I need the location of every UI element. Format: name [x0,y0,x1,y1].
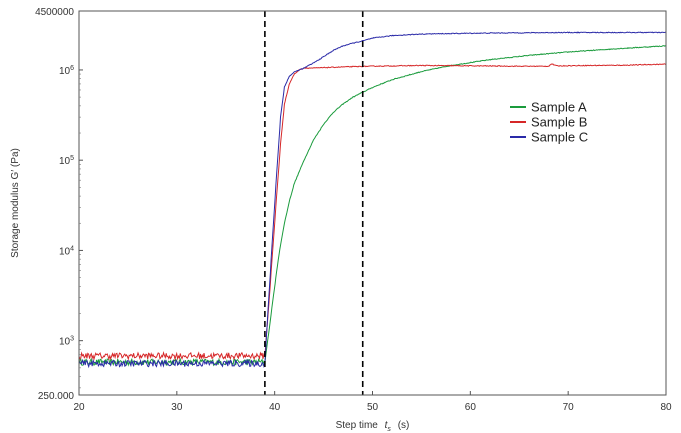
series-line [78,31,666,369]
x-tick-label: 50 [367,402,379,413]
legend-label: Sample C [531,130,588,145]
x-axis-label: Step time ts (s) [336,420,410,433]
y-tick-label: 104 [59,245,74,257]
x-tick-label: 70 [563,402,575,413]
legend-label: Sample A [531,100,587,115]
x-tick-label: 60 [465,402,477,413]
x-axis-ticks: 20 30 40 50 60 70 80 [73,391,672,413]
plot-frame [78,10,667,396]
y-tick-label: 4500000 [35,7,74,18]
reference-lines [264,11,364,395]
y-tick-label: 105 [59,155,74,167]
legend-label: Sample B [531,115,587,130]
series-line [78,63,666,361]
y-axis-ticks: 250.000 103 104 105 106 4500000 [35,7,83,402]
x-tick-label: 40 [269,402,281,413]
series-line [78,45,666,367]
y-tick-label: 103 [59,336,74,348]
x-tick-label: 30 [171,402,183,413]
plot-series-group [78,31,666,369]
y-tick-label: 250.000 [38,391,75,402]
y-axis-label: Storage modulus G′ (Pa) [10,148,21,258]
x-tick-label: 80 [660,402,672,413]
x-tick-label: 20 [73,402,85,413]
y-tick-label: 106 [59,65,74,77]
